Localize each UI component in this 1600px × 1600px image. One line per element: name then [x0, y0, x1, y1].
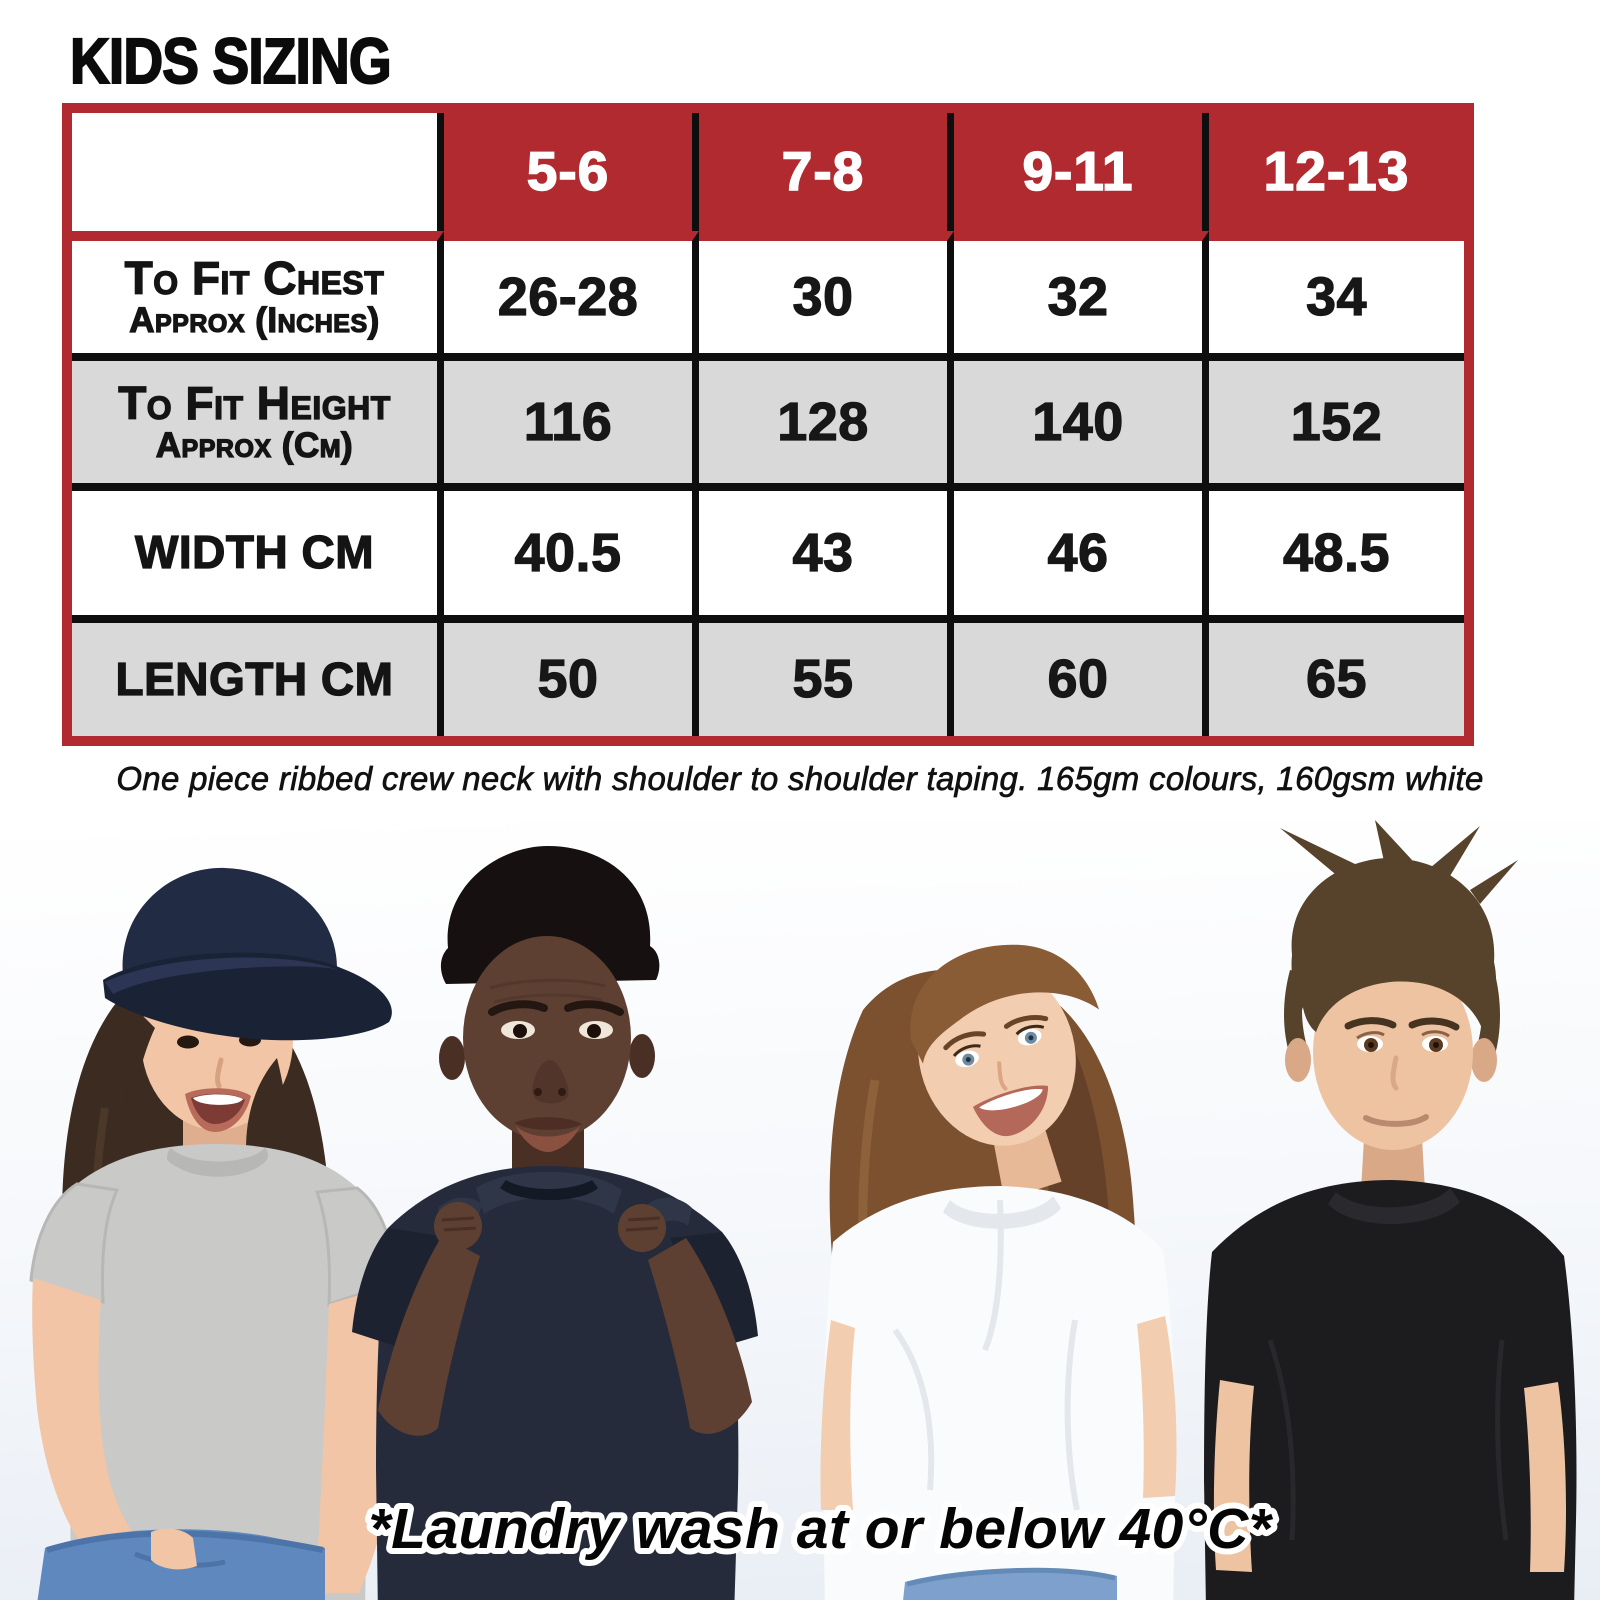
value-cell: 50: [444, 615, 699, 736]
model1-jeans: [37, 1528, 325, 1600]
model4-hair: [1280, 820, 1518, 1058]
model3-tee-white: [823, 1186, 1176, 1600]
row-label-main: To Fit Height: [118, 376, 391, 429]
value-cell: 26-28: [444, 231, 699, 353]
model3-jeans: [903, 1567, 1117, 1600]
model2-arms-pulling-collar: [378, 1197, 752, 1436]
header-cell-blank: [72, 113, 444, 231]
value-cell: 34: [1209, 231, 1464, 353]
model4-tee-black: [1204, 1180, 1577, 1600]
size-column-header: 5-6: [444, 113, 699, 231]
row-label-length: LENGTH CM: [72, 615, 444, 736]
value-cell: 46: [954, 483, 1209, 615]
row-label-main: LENGTH CM: [115, 652, 394, 705]
model1-hand-in-pocket: [151, 1528, 197, 1570]
model-boy-navy-tee: [352, 846, 758, 1600]
kids-sizing-table: 5-6 7-8 9-11 12-13 To Fit Chest Approx (…: [62, 103, 1474, 746]
row-label-sub: Approx (Inches): [129, 300, 380, 340]
care-note-overlay: *Laundry wash at or below 40°C*: [362, 1491, 1279, 1567]
kids-photo-strip: *Laundry wash at or below 40°C*: [0, 820, 1600, 1600]
value-cell: 128: [699, 353, 954, 483]
model-girl-white-tee: [820, 944, 1177, 1600]
value-cell: 116: [444, 353, 699, 483]
size-column-header: 9-11: [954, 113, 1209, 231]
size-column-header: 7-8: [699, 113, 954, 231]
page-title: KIDS SIZING: [69, 24, 392, 98]
model3-head: [910, 944, 1100, 1201]
model-boy-black-tee: [1204, 820, 1577, 1600]
model4-arms: [1213, 1380, 1566, 1572]
value-cell: 40.5: [444, 483, 699, 615]
value-cell: 152: [1209, 353, 1464, 483]
row-label-height: To Fit Height Approx (Cm): [72, 353, 444, 483]
value-cell: 30: [699, 231, 954, 353]
value-cell: 140: [954, 353, 1209, 483]
model3-fringe: [910, 944, 1100, 1064]
value-cell: 48.5: [1209, 483, 1464, 615]
laundry-care-note: *Laundry wash at or below 40°C*: [368, 1497, 1273, 1561]
model2-hair-afro: [440, 846, 660, 984]
value-cell: 43: [699, 483, 954, 615]
model3-arms: [820, 1316, 1177, 1510]
model4-fringe: [1302, 936, 1494, 1034]
row-label-main: To Fit Chest: [124, 251, 385, 304]
row-label-main: WIDTH CM: [134, 526, 375, 579]
value-cell: 65: [1209, 615, 1464, 736]
row-label-width: WIDTH CM: [72, 483, 444, 615]
value-cell: 60: [954, 615, 1209, 736]
model-girl-grey-tee: [29, 867, 400, 1600]
model4-head: [1285, 936, 1497, 1208]
row-label-chest: To Fit Chest Approx (Inches): [72, 231, 444, 353]
model1-cap: [103, 867, 392, 1041]
value-cell: 55: [699, 615, 954, 736]
size-column-header: 12-13: [1209, 113, 1464, 231]
value-cell: 32: [954, 231, 1209, 353]
fabric-description: One piece ribbed crew neck with shoulder…: [116, 760, 1484, 798]
row-label-sub: Approx (Cm): [155, 425, 354, 465]
